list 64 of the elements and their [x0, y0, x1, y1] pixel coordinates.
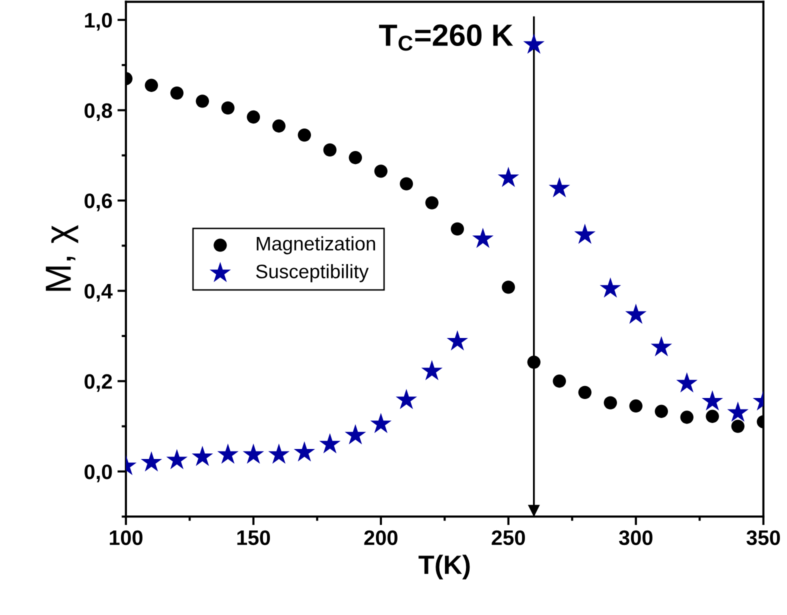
point [217, 444, 239, 464]
x-tick-label: 100 [110, 530, 142, 546]
point [523, 34, 545, 54]
x-tick-label: 150 [237, 530, 270, 546]
point [242, 444, 264, 464]
point [319, 433, 341, 454]
x-tick-label: 350 [746, 530, 780, 546]
point [166, 448, 188, 470]
point [170, 86, 184, 100]
x-axis-title: T(K) [418, 554, 470, 580]
point [731, 420, 744, 433]
y-tick-label: 0,4 [84, 284, 113, 302]
point [702, 390, 724, 411]
y-tick-label: 0,0 [84, 464, 112, 482]
point [498, 166, 520, 188]
point [446, 330, 468, 350]
point [654, 404, 668, 418]
point [472, 228, 494, 248]
point [221, 101, 235, 115]
point [727, 402, 749, 422]
point [676, 372, 698, 392]
point [578, 386, 592, 400]
x-tick-label: 200 [364, 530, 398, 546]
point [650, 336, 672, 356]
point [680, 410, 694, 424]
legend-label: Susceptibility [256, 264, 369, 282]
point [323, 143, 336, 157]
legend-label: Magnetization [256, 236, 376, 254]
point [374, 164, 388, 178]
y-tick-label: 0,2 [84, 374, 112, 392]
point [574, 224, 596, 244]
point [272, 119, 286, 133]
y-tick-label: 1,0 [85, 12, 112, 31]
point [450, 222, 464, 236]
ref-line-label: T$_{C}$=260 K [379, 24, 514, 51]
x-tick-label: 300 [618, 530, 652, 546]
point [400, 177, 413, 190]
point [629, 399, 642, 413]
y-tick-label: 0,8 [84, 103, 112, 121]
point [604, 396, 617, 410]
y-axis-title: M, χ [46, 225, 78, 291]
point [370, 412, 392, 434]
point [706, 410, 719, 423]
point [425, 196, 438, 210]
point [502, 280, 515, 294]
point [552, 374, 566, 388]
point [268, 444, 290, 464]
point [396, 388, 418, 410]
point [298, 128, 311, 142]
point [600, 277, 622, 298]
point [196, 94, 210, 108]
point [192, 446, 214, 466]
point [144, 78, 158, 92]
point [246, 110, 260, 124]
y-tick-label: 0,6 [84, 194, 112, 212]
point [294, 441, 316, 462]
point [548, 177, 570, 198]
point [527, 356, 540, 369]
point [625, 304, 647, 324]
x-tick-label: 250 [492, 530, 525, 546]
point [344, 424, 366, 444]
point [140, 451, 162, 472]
point [421, 360, 443, 380]
point [348, 151, 362, 164]
